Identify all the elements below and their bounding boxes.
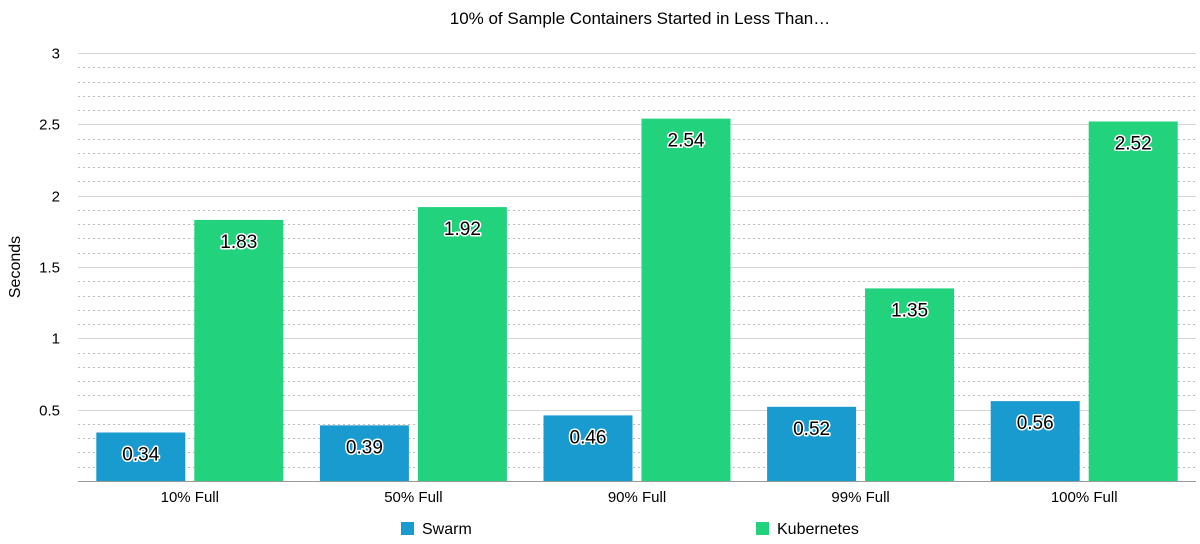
- y-tick-label: 3: [52, 46, 60, 63]
- x-tick-label: 99% Full: [831, 489, 889, 506]
- y-tick-label: 2: [52, 189, 60, 206]
- axes: 0.5 1 1.5 2 2.5 3 10% Full 50% Full 90% Full 99% …: [39, 46, 1196, 506]
- legend: Swarm Kubernetes: [401, 521, 859, 538]
- data-label-swarm-5: 0.56: [1017, 413, 1054, 434]
- x-tick-label: 100% Full: [1051, 489, 1118, 506]
- bar-kubernetes-5: [1088, 121, 1178, 481]
- data-label-swarm-4: 0.52: [793, 419, 830, 440]
- bar-swarm-3: [543, 415, 633, 481]
- x-tick-label: 90% Full: [608, 489, 666, 506]
- bar-kubernetes-4: [865, 288, 955, 481]
- bar-swarm-2: [319, 425, 409, 481]
- x-tick-label: 10% Full: [161, 489, 219, 506]
- y-tick-label: 0.5: [39, 403, 60, 420]
- bar-swarm-4: [767, 406, 857, 481]
- x-tick-label: 50% Full: [384, 489, 442, 506]
- data-label-swarm-2: 0.39: [346, 437, 383, 458]
- data-label-kubernetes-4: 1.35: [891, 300, 928, 321]
- bar-kubernetes-1: [194, 219, 284, 482]
- data-label-kubernetes-1: 1.83: [220, 232, 257, 253]
- bar-swarm-5: [990, 401, 1080, 481]
- y-axis-label: Seconds: [7, 236, 24, 298]
- data-label-kubernetes-3: 2.54: [668, 131, 705, 152]
- bar-kubernetes-2: [417, 207, 507, 481]
- y-tick-label: 2.5: [39, 117, 60, 134]
- bars: [96, 118, 1178, 482]
- y-tick-label: 1: [52, 331, 60, 348]
- y-tick-label: 1.5: [39, 260, 60, 277]
- legend-swatch-kubernetes: [756, 522, 769, 535]
- bar-kubernetes-3: [641, 118, 731, 482]
- legend-swatch-swarm: [401, 522, 414, 535]
- data-label-kubernetes-2: 1.92: [444, 219, 481, 240]
- gridlines: [78, 53, 1196, 468]
- legend-label-kubernetes: Kubernetes: [777, 521, 859, 538]
- data-label-swarm-3: 0.46: [570, 427, 607, 448]
- data-label-kubernetes-5: 2.52: [1115, 133, 1152, 154]
- bar-swarm-1: [96, 432, 186, 481]
- legend-label-swarm: Swarm: [422, 521, 472, 538]
- data-label-swarm-1: 0.34: [122, 444, 159, 465]
- chart-title: 10% of Sample Containers Started in Less…: [450, 9, 831, 28]
- value-labels: 0.34 1.83 0.39 1.92 0.46 2.54 0.52 1.35 0.56 2.52: [121, 129, 1153, 467]
